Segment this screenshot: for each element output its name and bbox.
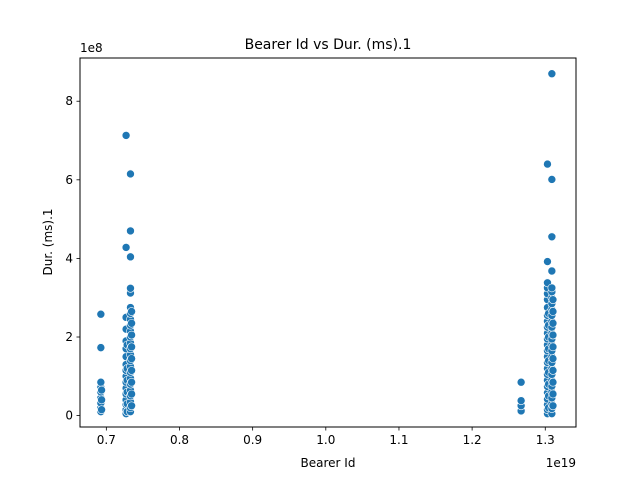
data-point: [127, 318, 136, 328]
y-tick-label: 4: [65, 251, 73, 265]
data-point: [548, 342, 558, 352]
data-point: [96, 343, 106, 352]
data-point: [121, 243, 131, 252]
data-point: [548, 377, 558, 387]
y-tick-label: 2: [65, 330, 73, 344]
data-point: [121, 131, 131, 140]
data-point: [96, 377, 106, 387]
data-point: [543, 159, 552, 169]
x-tick-label: 1.3: [536, 433, 555, 447]
data-point: [126, 169, 135, 179]
x-tick-label: 1.1: [389, 433, 408, 447]
data-point: [127, 366, 136, 375]
data-point: [547, 266, 557, 276]
data-point: [127, 401, 136, 411]
data-point: [126, 283, 135, 293]
data-point: [548, 366, 558, 375]
data-point: [548, 330, 558, 340]
data-points: [96, 69, 558, 418]
data-point: [127, 389, 136, 399]
data-point: [548, 295, 558, 304]
plot-frame: [79, 57, 577, 428]
data-point: [126, 252, 135, 262]
data-point: [548, 389, 558, 399]
y-tick-label: 8: [65, 94, 73, 108]
data-point: [548, 401, 558, 411]
data-point: [127, 377, 136, 387]
data-point: [547, 283, 557, 293]
data-point: [97, 405, 106, 415]
data-point: [127, 330, 136, 340]
x-tick-label: 0.9: [243, 433, 262, 447]
data-point: [547, 232, 557, 242]
data-point: [516, 396, 526, 405]
y-tick-label: 6: [65, 173, 73, 187]
x-offset-label: 1e19: [546, 456, 576, 470]
data-point: [127, 354, 136, 363]
data-point: [126, 226, 135, 236]
data-point: [97, 395, 106, 405]
data-point: [127, 307, 136, 316]
data-point: [543, 257, 552, 266]
data-point: [547, 175, 557, 184]
y-offset-label: 1e8: [80, 41, 103, 55]
x-tick-label: 0.7: [97, 433, 116, 447]
x-tick-label: 0.8: [170, 433, 189, 447]
data-point: [96, 309, 106, 319]
axis-ticks: 0.7 0.8 0.9 1.0 1.1 1.2 1.3 0 2 4 6 8: [65, 94, 554, 447]
chart-title: Bearer Id vs Dur. (ms).1: [245, 37, 412, 53]
data-point: [548, 307, 558, 316]
data-point: [127, 342, 136, 352]
x-tick-label: 1.0: [316, 433, 335, 447]
x-axis-label: Bearer Id: [301, 456, 356, 470]
data-point: [548, 318, 558, 328]
y-tick-label: 0: [65, 409, 73, 423]
y-axis-label: Dur. (ms).1: [41, 208, 55, 275]
x-tick-label: 1.2: [463, 433, 482, 447]
data-point: [97, 385, 106, 395]
data-point: [548, 354, 558, 363]
data-point: [516, 377, 526, 387]
data-point: [547, 69, 557, 79]
